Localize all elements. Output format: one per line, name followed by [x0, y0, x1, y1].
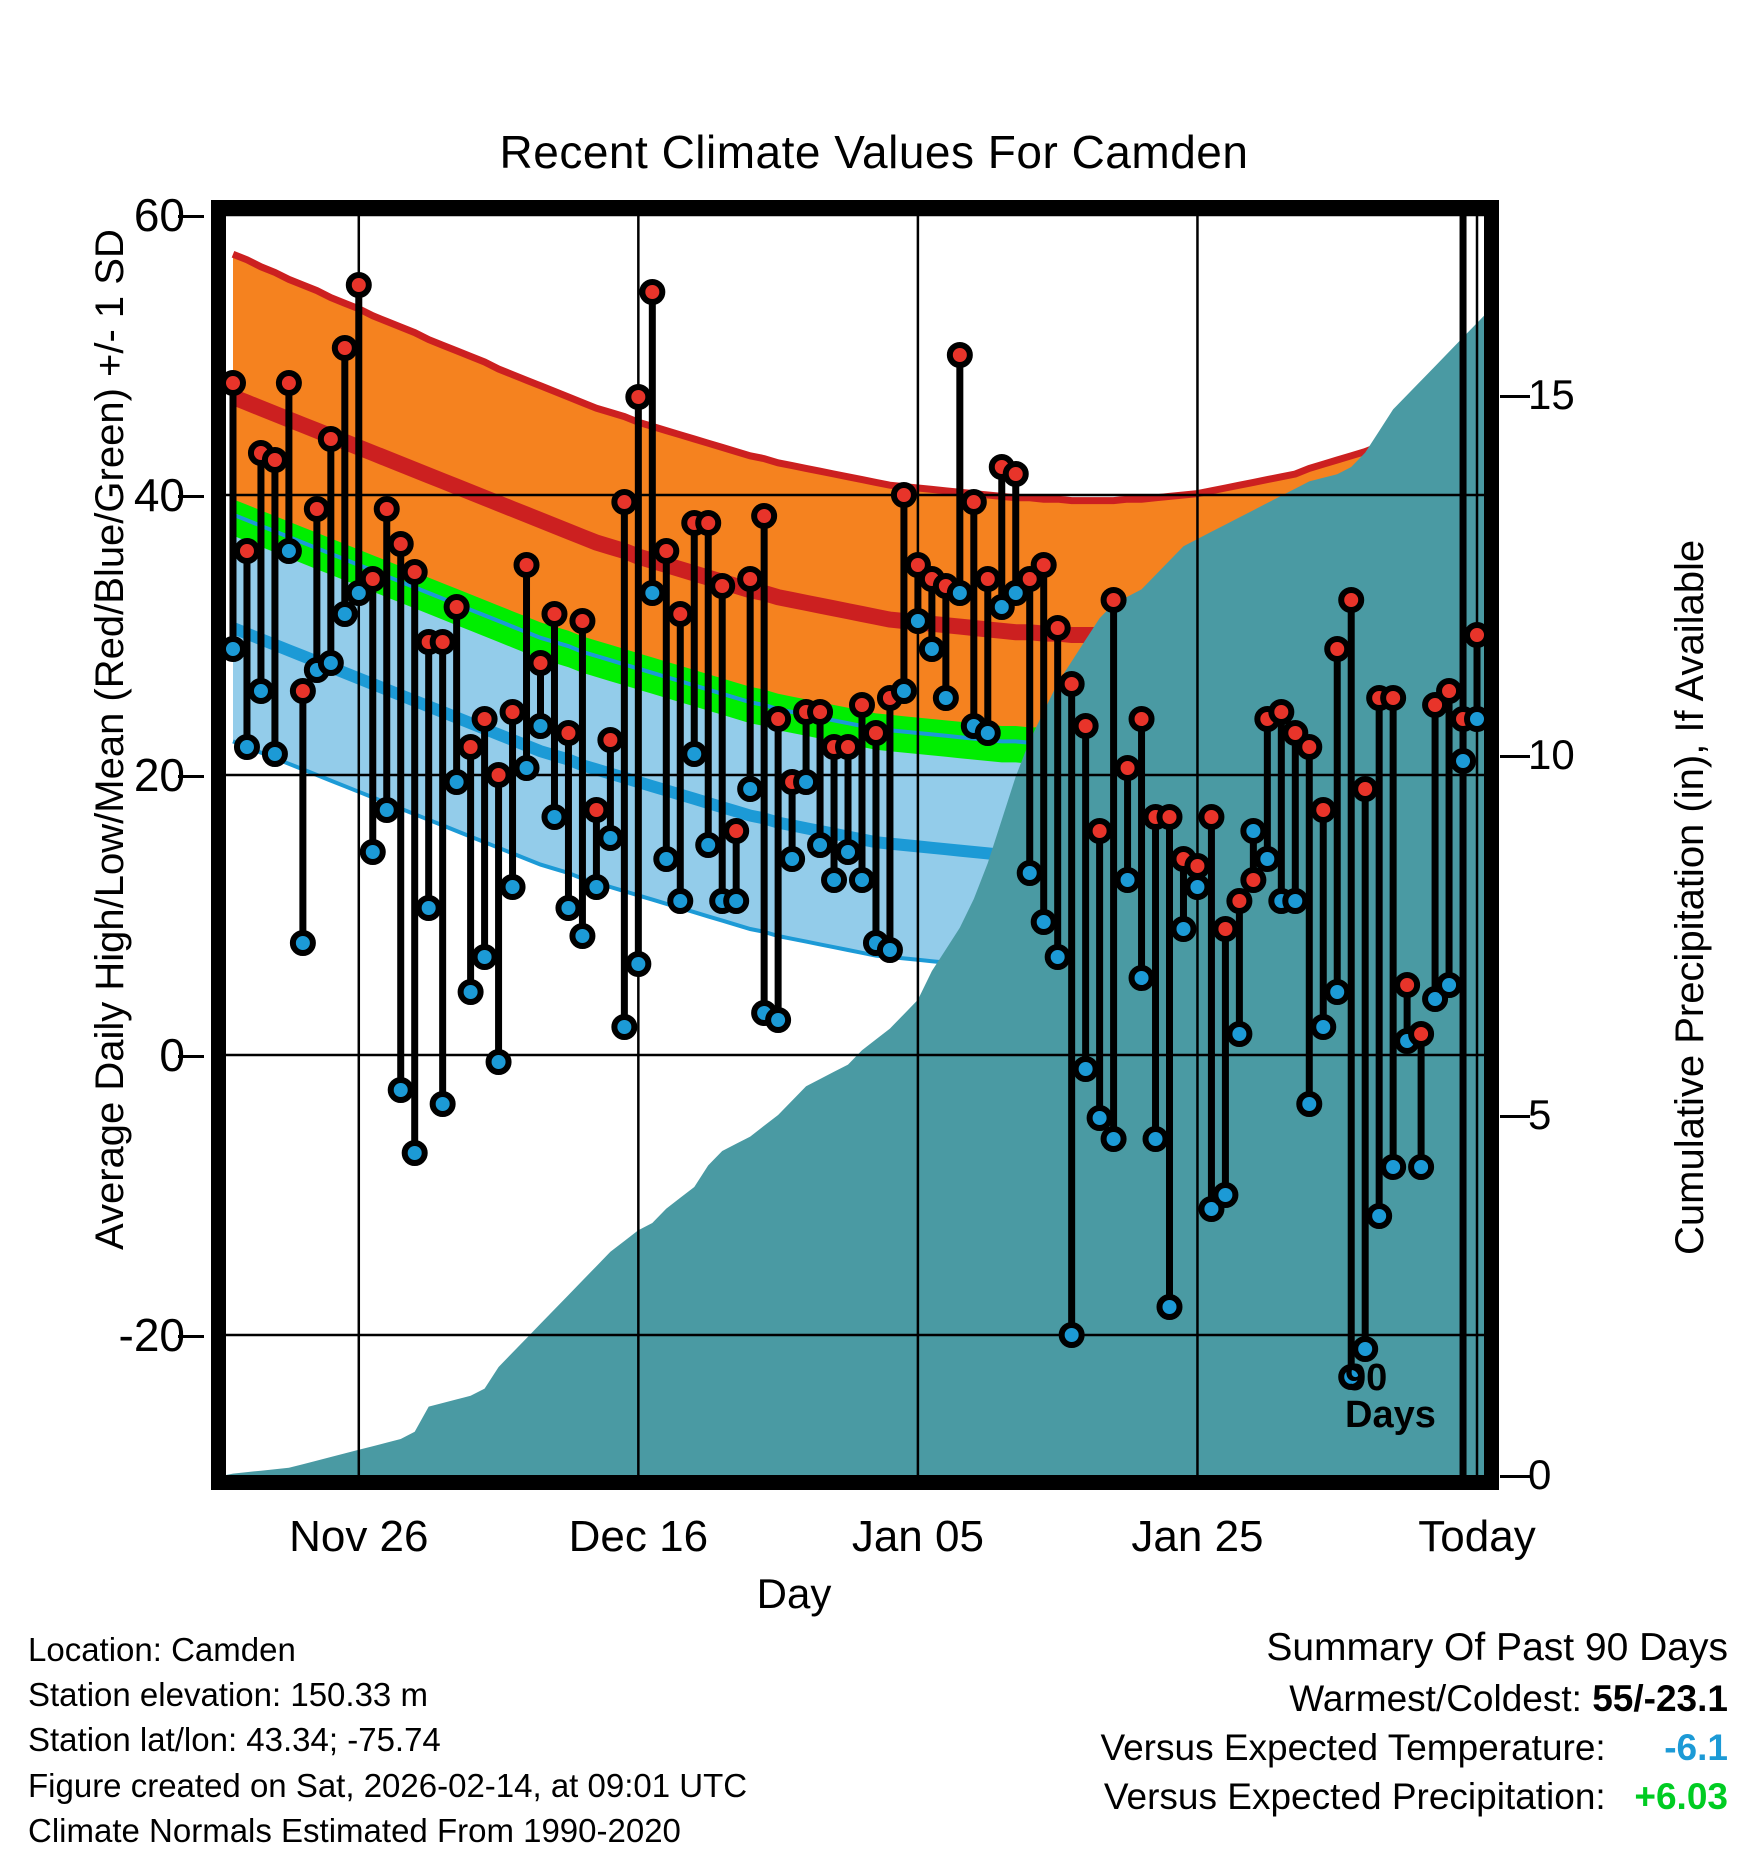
y-tick-right-1: 10: [1528, 731, 1575, 778]
y-tick-right-2: 5: [1528, 1091, 1552, 1138]
x-tick-1: Dec 16: [568, 1512, 709, 1561]
days-count: 90: [1345, 1357, 1388, 1399]
y-tick-mark-right-2: [1500, 1115, 1530, 1118]
y-tick-left-1: 40: [133, 469, 185, 521]
x-axis-label-text: Day: [756, 1570, 832, 1617]
y-tick-mark-right-3: [1500, 1475, 1530, 1478]
created-line: Figure created on Sat, 2026-02-14, at 09…: [28, 1766, 748, 1804]
x-tick-4: Today: [1418, 1512, 1536, 1561]
page-title: Recent Climate Values For Camden: [499, 126, 1249, 178]
y-tick-mark-right-0: [1500, 395, 1530, 398]
y-axis-left-label: Average Daily High/Low/Mean (Red/Blue/Gr…: [88, 229, 132, 1250]
y-tick-left-0: 60: [133, 189, 185, 241]
ninety-days-annotation: 90 Days: [1345, 1357, 1436, 1437]
chart-plot-area: [211, 200, 1499, 1490]
warmest-coldest-label: Warmest/Coldest:: [1289, 1677, 1582, 1719]
y-axis-left-ticks: 60 40 20 0 -20: [95, 189, 185, 1490]
y-tick-right-0: 15: [1528, 371, 1575, 418]
y-tick-left-4: -20: [118, 1309, 185, 1361]
chart-clip: [226, 215, 1484, 1475]
elevation-line: Station elevation: 150.33 m: [28, 1676, 428, 1714]
y-tick-mark-left-1: [178, 495, 204, 498]
y-tick-mark-left-4: [178, 1335, 204, 1338]
x-tick-2: Jan 05: [851, 1512, 984, 1561]
latlon-line: Station lat/lon: 43.34; -75.74: [28, 1721, 441, 1759]
warmest-coldest-value: 55/-23.1: [1592, 1677, 1728, 1719]
days-word: Days: [1345, 1394, 1436, 1437]
versus-temperature-row: Versus Expected Temperature: -6.1: [1100, 1723, 1728, 1772]
versus-precipitation-label: Versus Expected Precipitation:: [1103, 1776, 1606, 1818]
y-tick-mark-left-2: [178, 775, 204, 778]
x-axis-label: Day: [0, 1570, 1748, 1618]
warmest-coldest-row: Warmest/Coldest: 55/-23.1: [1100, 1674, 1728, 1723]
summary-block: Summary Of Past 90 Days Warmest/Coldest:…: [1100, 1622, 1728, 1821]
versus-temperature-value: -6.1: [1664, 1727, 1728, 1769]
y-tick-left-2: 20: [133, 749, 185, 801]
y-tick-mark-left-0: [178, 215, 204, 218]
x-tick-0: Nov 26: [289, 1512, 429, 1561]
station-info-block: Location: Camden Station elevation: 150.…: [28, 1627, 747, 1853]
y-axis-right-ticks: 15 10 5 0: [1528, 200, 1628, 1498]
location-line: Location: Camden: [28, 1631, 296, 1668]
versus-precipitation-row: Versus Expected Precipitation: +6.03: [1100, 1772, 1728, 1821]
summary-heading: Summary Of Past 90 Days: [1266, 1626, 1728, 1669]
normals-line: Climate Normals Estimated From 1990-2020: [28, 1811, 681, 1849]
y-tick-mark-right-1: [1500, 755, 1530, 758]
versus-temperature-label: Versus Expected Temperature:: [1100, 1727, 1606, 1769]
y-axis-right-label: Cumulative Precipitation (in), If Availa…: [1668, 539, 1712, 1255]
chart-svg: [226, 215, 1484, 1475]
versus-precipitation-value: +6.03: [1634, 1776, 1728, 1818]
y-tick-right-3: 0: [1528, 1451, 1552, 1498]
x-tick-3: Jan 25: [1131, 1512, 1264, 1561]
y-tick-mark-left-3: [178, 1055, 204, 1058]
